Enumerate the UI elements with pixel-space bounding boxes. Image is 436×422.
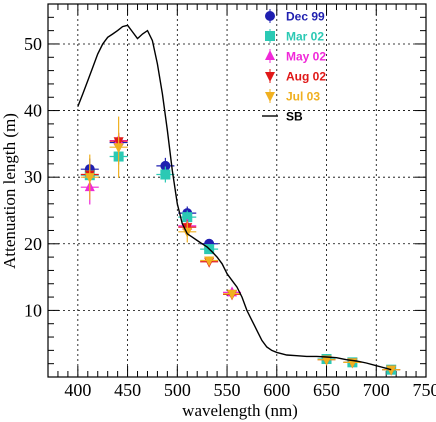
legend-item-aug-02: Aug 02: [265, 69, 326, 84]
y-tick-label: 30: [24, 167, 42, 187]
y-tick-label: 10: [24, 300, 42, 320]
x-tick-label: 400: [64, 380, 91, 400]
grid-lines: [48, 4, 426, 377]
data-point: [227, 289, 238, 300]
legend: Dec 99 Mar 02 May 02 Aug 02 Jul 03 SB: [262, 9, 326, 124]
legend-item-may-02: May 02: [265, 49, 326, 64]
x-tick-label: 450: [114, 380, 141, 400]
plot-frame: [47, 3, 427, 378]
x-tick-label: 650: [313, 380, 340, 400]
series-jul-03: [80, 116, 401, 376]
series-sb: [77, 24, 392, 371]
data-point: [113, 143, 124, 154]
legend-label: Mar 02: [286, 30, 324, 44]
legend-item-sb: SB: [262, 110, 303, 124]
legend-label: Jul 03: [286, 90, 320, 104]
x-tick-label: 500: [164, 380, 191, 400]
axes: 400 450 500 550 600 650 700 750 10 20 30 40 50: [24, 3, 436, 400]
series-aug-02: [80, 133, 401, 376]
x-tick-label: 550: [214, 380, 241, 400]
data-series: [77, 24, 401, 376]
legend-label: Aug 02: [286, 70, 326, 84]
legend-label: SB: [286, 110, 303, 124]
series-may-02: [80, 132, 242, 297]
legend-label: Dec 99: [286, 10, 325, 24]
x-tick-label: 700: [363, 380, 390, 400]
legend-item-dec-99: Dec 99: [265, 9, 325, 24]
x-axis-title: wavelength (nm): [182, 401, 298, 420]
y-tick-label: 50: [24, 34, 42, 54]
y-tick-label: 20: [24, 234, 42, 254]
legend-item-jul-03: Jul 03: [265, 89, 320, 104]
legend-label: May 02: [286, 50, 326, 64]
data-point: [321, 355, 332, 366]
series-dec-99: [80, 135, 219, 249]
legend-marker: [265, 72, 275, 82]
legend-marker: [265, 92, 275, 102]
data-point: [84, 173, 95, 184]
series-mar-02: [80, 148, 401, 375]
sb-curve: [77, 24, 392, 371]
legend-item-mar-02: Mar 02: [265, 29, 324, 44]
data-point: [160, 169, 171, 180]
legend-marker: [265, 11, 275, 21]
x-tick-label: 600: [263, 380, 290, 400]
y-axis-title: Attenuation length (m): [0, 113, 19, 269]
x-tick-label: 750: [413, 380, 436, 400]
legend-marker: [265, 31, 275, 41]
data-point: [204, 256, 215, 267]
legend-marker: [265, 50, 275, 60]
y-tick-label: 40: [24, 101, 42, 121]
data-point: [386, 365, 397, 376]
data-point: [182, 212, 193, 223]
data-point: [160, 160, 171, 171]
